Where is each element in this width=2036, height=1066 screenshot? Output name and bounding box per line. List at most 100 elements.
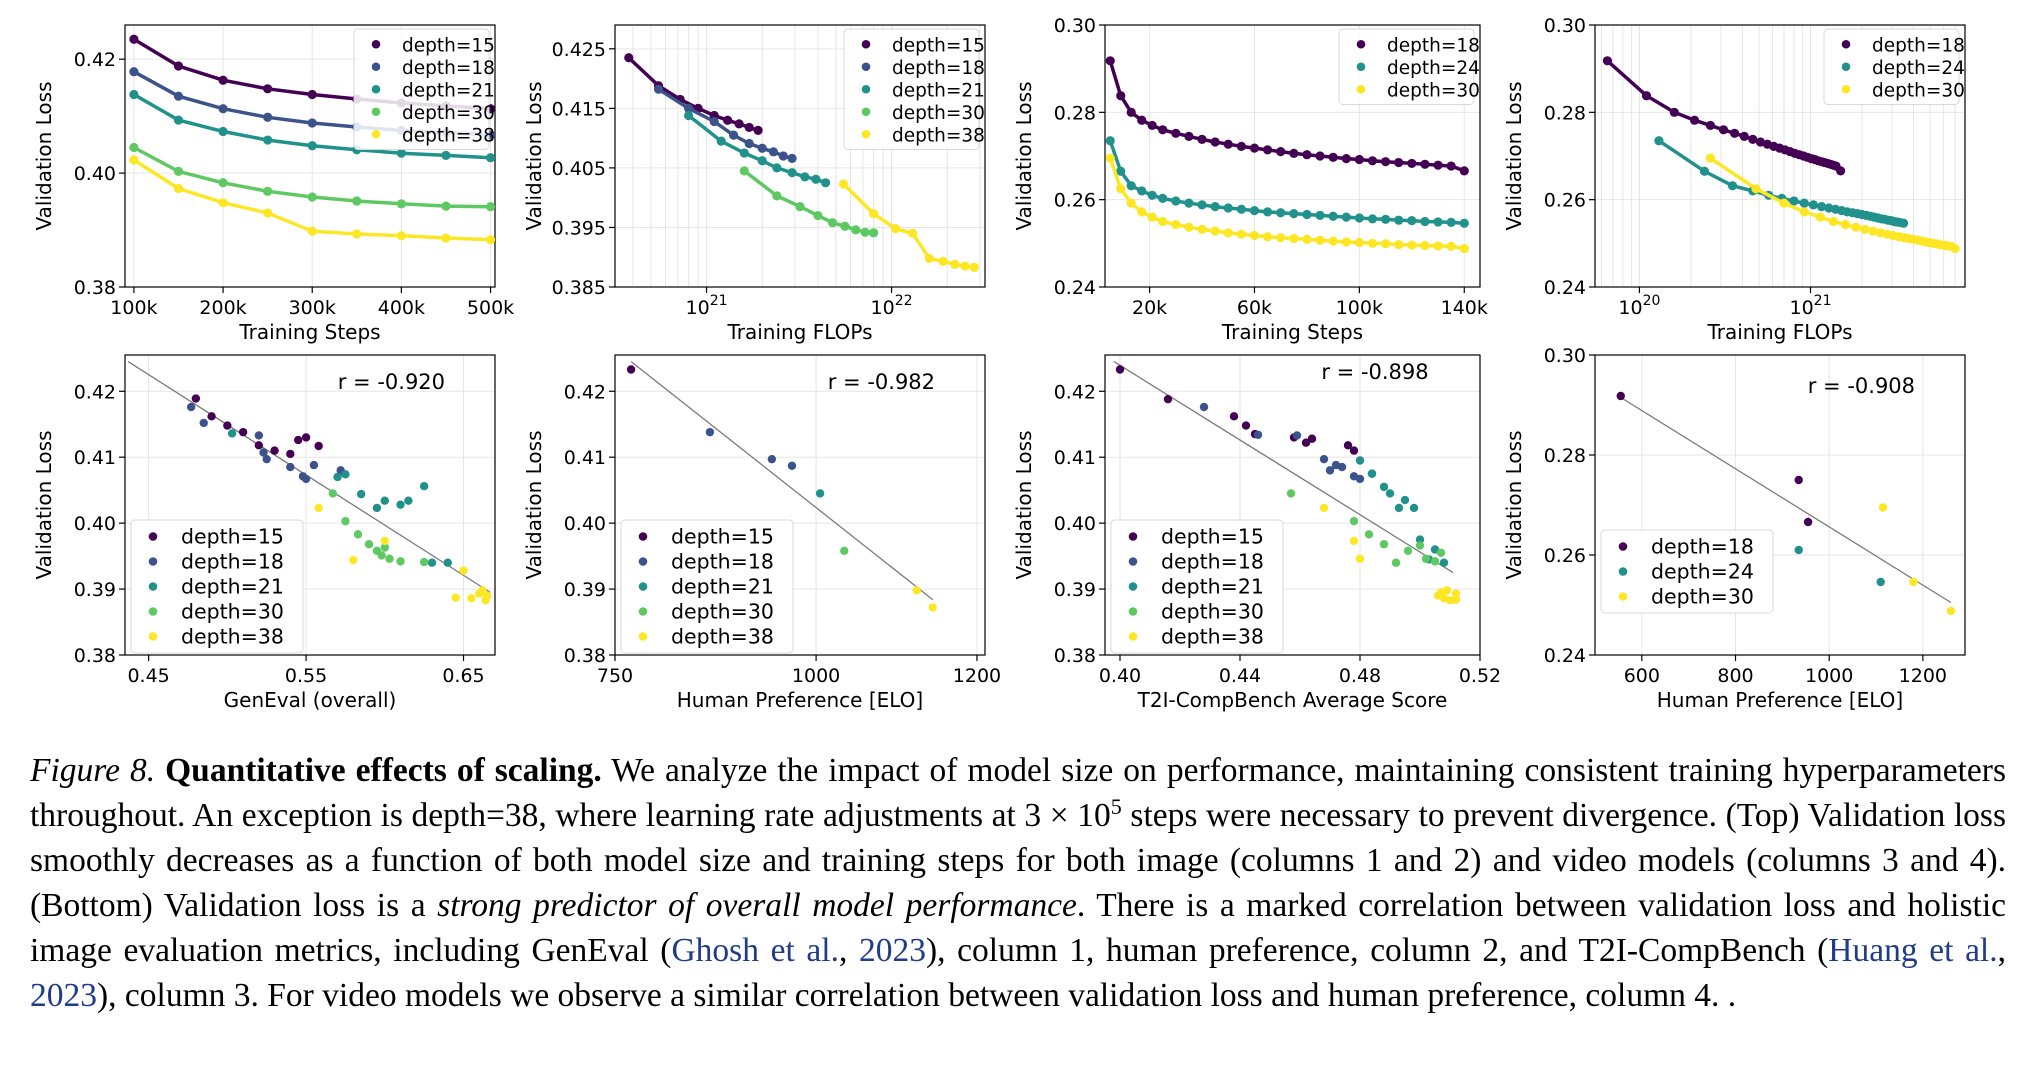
data-point <box>1739 131 1749 141</box>
citation-huang-year[interactable]: 2023 <box>30 977 97 1014</box>
chart-panel-2: 1021 1022 0.385 0.395 0.405 0.415 0.425 Trainin… <box>522 24 986 344</box>
data-point <box>1158 193 1168 203</box>
data-point <box>1354 237 1364 248</box>
tick-label: 0.65 <box>442 665 484 687</box>
citation-ghosh-year[interactable]: 2023 <box>858 932 926 969</box>
legend-label: depth=21 <box>402 80 495 101</box>
y-axis-label: Validation Loss <box>32 82 56 231</box>
data-point <box>1163 394 1173 404</box>
data-point <box>1223 228 1233 238</box>
tick-label: 1021 <box>1789 293 1831 319</box>
legend-label: depth=30 <box>1387 80 1480 101</box>
correlation-annotation: r = -0.908 <box>1808 374 1915 398</box>
data-point <box>1126 107 1136 117</box>
data-point <box>1249 230 1260 241</box>
legend-marker <box>638 632 648 641</box>
tick-label: 0.42 <box>74 381 116 403</box>
citation-ghosh-author[interactable]: Ghosh et al. <box>671 932 839 969</box>
data-point <box>485 235 495 245</box>
data-point <box>827 218 838 228</box>
data-point <box>1116 166 1126 176</box>
data-point <box>1343 441 1353 450</box>
data-point <box>263 135 273 145</box>
data-point <box>485 153 495 163</box>
axes-frame <box>124 354 496 656</box>
data-point <box>1137 186 1147 196</box>
data-point <box>787 461 797 470</box>
citation-huang-author[interactable]: Huang et al. <box>1828 932 1998 969</box>
legend-label: depth=30 <box>1872 80 1965 101</box>
data-point <box>173 61 184 71</box>
data-point <box>912 586 921 595</box>
caption-text-3: . There is a marked correlation between … <box>30 887 2006 969</box>
tick-label: 0.42 <box>564 381 606 403</box>
data-point <box>778 151 788 161</box>
data-point <box>950 259 960 269</box>
legend-label: depth=21 <box>892 80 985 101</box>
data-point <box>1315 151 1325 161</box>
correlation-annotation: r = -0.982 <box>828 370 935 394</box>
chart-panel-8: 600 800 1000 1200 0.24 0.26 0.28 0.30 Human Pref… <box>1502 345 1966 712</box>
data-point <box>1446 217 1456 227</box>
legend-marker <box>371 129 381 139</box>
data-point <box>1729 128 1740 138</box>
data-point <box>1184 198 1194 208</box>
data-point <box>1909 577 1918 587</box>
legend-marker <box>1356 84 1366 94</box>
figure-panels: 100k 200k 300k 400k 500k0.380.400.42Training… <box>32 15 1966 712</box>
axes-frame <box>1594 354 1966 656</box>
tick-label: 0.26 <box>1544 545 1586 567</box>
data-point <box>1705 120 1716 131</box>
data-point <box>1199 402 1209 412</box>
tick-label: 60k <box>1237 297 1272 319</box>
data-point <box>1210 137 1220 147</box>
data-point <box>1433 160 1443 170</box>
data-point <box>1289 148 1299 158</box>
data-point <box>1286 489 1296 498</box>
data-point <box>263 84 273 94</box>
data-point <box>1851 222 1861 232</box>
legend-marker <box>371 84 381 94</box>
tick-label: 0.45 <box>127 665 169 687</box>
data-point <box>1341 154 1351 164</box>
legend-label: depth=30 <box>671 600 774 624</box>
legend-label: depth=21 <box>671 575 774 599</box>
data-point <box>341 470 350 479</box>
data-point <box>1380 157 1391 167</box>
data-point <box>753 125 763 135</box>
data-point <box>1171 219 1181 230</box>
data-point <box>938 256 948 266</box>
data-point <box>744 122 754 133</box>
legend-label: depth=18 <box>1387 35 1480 56</box>
plot-area <box>1602 56 1960 254</box>
legend-box <box>843 28 980 150</box>
plot-area <box>1616 391 1956 616</box>
tick-label: 0.48 <box>1339 665 1381 687</box>
tick-label: 0.39 <box>1054 579 1096 601</box>
legend-box <box>130 519 304 654</box>
data-point <box>263 208 273 218</box>
legend-label: depth=24 <box>1387 58 1480 79</box>
data-point <box>1689 115 1700 125</box>
chart-panel-6: 750 1000 1200 0.38 0.39 0.40 0.41 0.42 Human Pre… <box>522 354 1001 712</box>
legend-label: depth=21 <box>181 575 284 599</box>
data-point <box>795 202 805 212</box>
data-point <box>1699 166 1710 176</box>
tick-label: 0.40 <box>564 513 606 535</box>
data-point <box>314 441 323 451</box>
data-point <box>1394 157 1404 168</box>
data-point <box>218 198 228 208</box>
tick-label: 0.44 <box>1219 665 1261 687</box>
data-point <box>1126 181 1136 191</box>
legend-box <box>1600 529 1774 614</box>
data-point <box>254 431 264 440</box>
tick-label: 0.38 <box>74 277 116 299</box>
data-point <box>684 110 694 121</box>
data-point <box>1400 495 1410 505</box>
data-point <box>173 183 184 194</box>
data-point <box>1403 546 1413 556</box>
legend-label: depth=30 <box>402 103 495 124</box>
